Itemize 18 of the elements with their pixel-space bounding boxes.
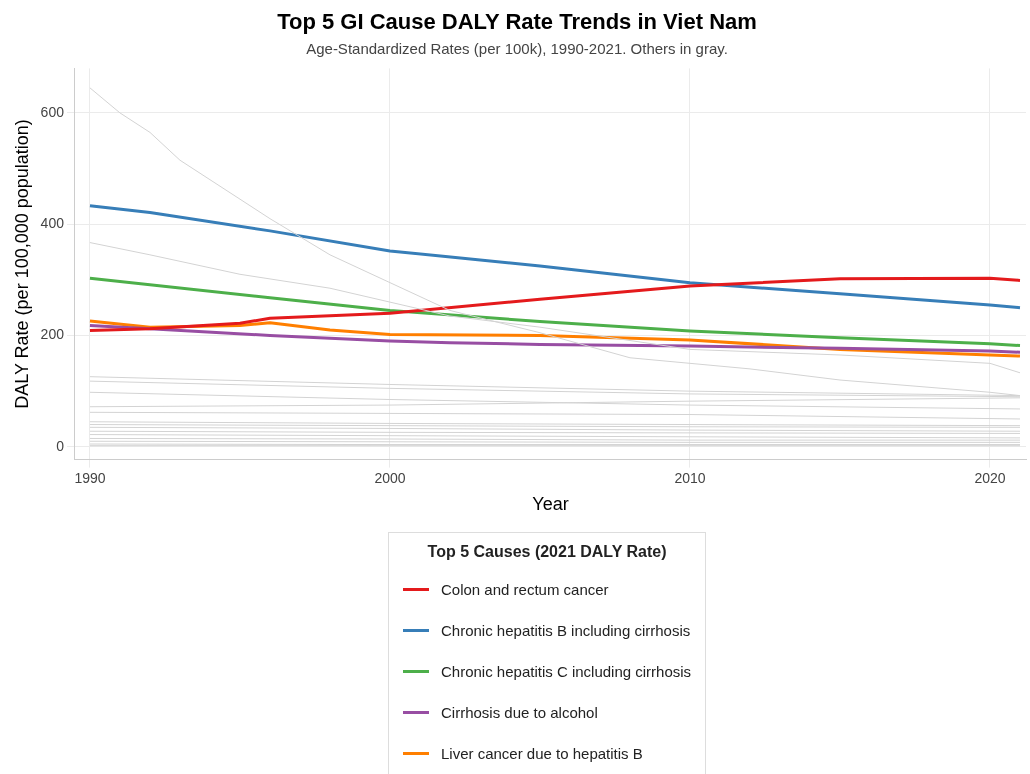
x-tick-label: 2020 [974, 469, 1006, 486]
legend-label: Chronic hepatitis B including cirrhosis [441, 622, 691, 639]
x-tick-label: 2010 [674, 469, 706, 486]
y-tick-label: 600 [40, 103, 65, 120]
legend-label: Liver cancer due to hepatitis B [441, 745, 643, 762]
y-axis-title: DALY Rate (per 100,000 population) [11, 119, 32, 409]
y-tick-label: 0 [56, 437, 65, 454]
legend-label: Chronic hepatitis C including cirrhosis [441, 663, 692, 680]
legend-title: Top 5 Causes (2021 DALY Rate) [426, 543, 668, 561]
chart-title: Top 5 GI Cause DALY Rate Trends in Viet Nam [277, 9, 757, 35]
y-tick-label: 200 [40, 326, 65, 343]
legend-label: Cirrhosis due to alcohol [441, 704, 598, 721]
y-tick-label: 400 [40, 215, 65, 232]
chart-subtitle: Age-Standardized Rates (per 100k), 1990-2021. Others in gray. [306, 39, 728, 57]
x-tick-label: 1990 [74, 469, 106, 486]
x-tick-label: 2000 [374, 469, 406, 486]
legend-label: Colon and rectum cancer [441, 581, 609, 598]
x-axis-title: Year [532, 494, 569, 515]
